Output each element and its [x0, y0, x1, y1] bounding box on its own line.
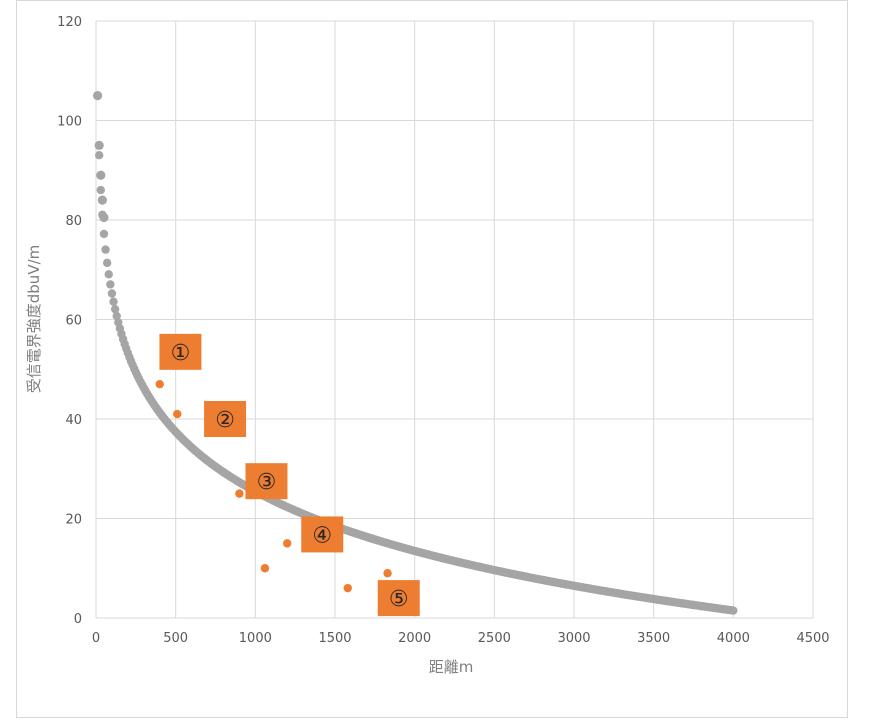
x-tick-label: 0 [92, 631, 100, 646]
x-tick-label: 4000 [717, 631, 750, 646]
x-tick-label: 1500 [318, 631, 351, 646]
orange-point [235, 489, 244, 498]
orange-point [260, 564, 270, 573]
callout-box: ⑤ [377, 580, 420, 617]
y-axis-title: 受信電界強度dbuV/m [25, 245, 43, 393]
orange-point [173, 409, 182, 419]
callout-rect [159, 333, 202, 370]
y-tick-label: 80 [65, 214, 82, 229]
gray-point [102, 258, 112, 268]
x-tick-label: 2500 [478, 631, 511, 646]
callout-box: ① [159, 333, 202, 370]
callout-label: ④ [312, 523, 332, 548]
x-tick-label: 1000 [239, 631, 272, 646]
y-tick-label: 100 [57, 115, 82, 130]
callout-label: ① [171, 341, 191, 366]
chart-area: 0 500 1000 1500 2000 2500 3000 3500 4000 4500 0 20 4… [16, 0, 848, 718]
callout-box: ③ [245, 463, 288, 500]
orange-point [155, 379, 164, 389]
y-tick-label: 60 [65, 314, 82, 329]
tick-labels: 0 500 1000 1500 2000 2500 3000 3500 4000 4500 0 20 4… [57, 15, 829, 646]
gray-point [104, 270, 113, 279]
callout-label: ⑤ [389, 587, 409, 612]
y-tick-label: 0 [74, 612, 82, 627]
orange-point [383, 569, 392, 578]
callout-rect [301, 516, 344, 553]
gray-point [96, 185, 105, 195]
x-tick-label: 2000 [398, 631, 431, 646]
orange-series [155, 379, 392, 593]
gray-point [107, 289, 117, 298]
gray-point [109, 297, 118, 306]
callouts: ① ② ③ ④ ⑤ [159, 333, 420, 617]
x-tick-label: 500 [163, 631, 188, 646]
gray-point [97, 195, 107, 205]
x-tick-label: 3500 [637, 631, 670, 646]
x-tick-label: 4500 [796, 631, 829, 646]
gray-point [729, 606, 738, 615]
gray-point [112, 311, 121, 321]
orange-point [283, 539, 292, 548]
x-tick-label: 3000 [557, 631, 590, 646]
callout-box: ② [204, 401, 247, 437]
gray-point [96, 170, 106, 180]
gray-point [99, 229, 109, 239]
y-tick-label: 120 [57, 15, 82, 30]
y-tick-label: 40 [65, 413, 82, 428]
gray-point [94, 140, 104, 150]
callout-label: ③ [257, 470, 277, 495]
callout-rect [377, 580, 420, 617]
callout-rect [245, 463, 288, 500]
gray-point [99, 212, 109, 223]
callout-rect [204, 401, 247, 437]
gray-point [94, 150, 104, 160]
axes [95, 21, 813, 619]
gray-point [101, 245, 110, 254]
gray-point [92, 91, 103, 101]
x-axis-title: 距離m [429, 658, 474, 676]
gray-point [110, 304, 120, 314]
gray-point [106, 280, 115, 289]
callout-box: ④ [301, 516, 344, 553]
y-tick-label: 20 [65, 513, 82, 528]
orange-point [343, 583, 352, 593]
callout-label: ② [215, 408, 235, 433]
gridlines [96, 20, 814, 618]
scatter-chart: 0 500 1000 1500 2000 2500 3000 3500 4000 4500 0 20 4… [25, 15, 830, 676]
